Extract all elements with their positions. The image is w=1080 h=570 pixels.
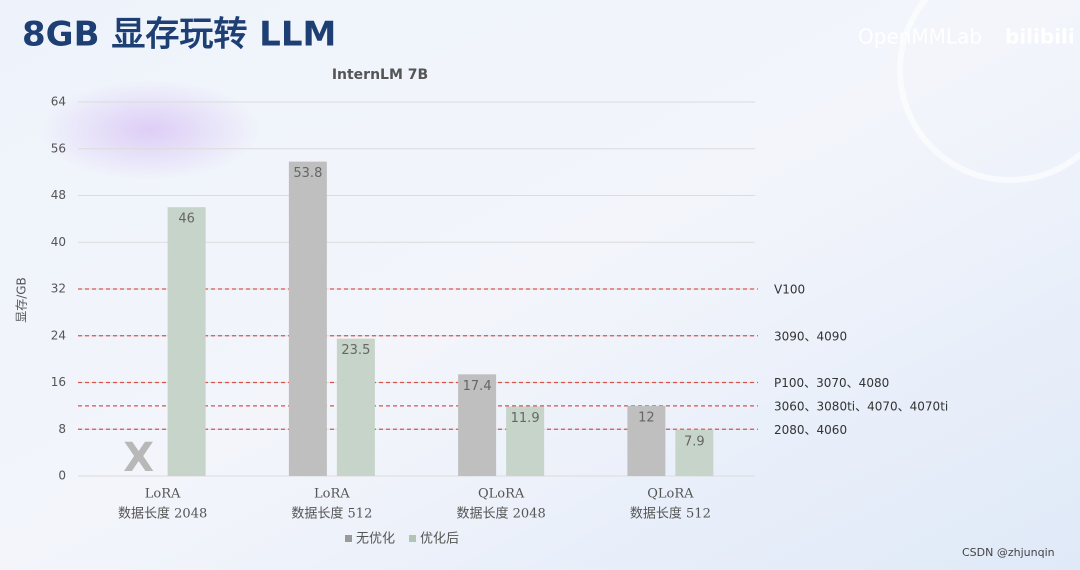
reference-label: 3090、4090 [774,329,847,343]
value-label: 17.4 [463,379,492,394]
value-label: 53.8 [293,166,322,181]
value-label: 7.9 [684,434,705,449]
decoration [897,0,1080,183]
slide-title: 8GB 显存玩转 LLM [22,15,336,55]
bar [458,374,497,476]
reference-label: V100 [774,283,805,297]
value-label: 46 [178,212,195,227]
y-tick-label: 0 [58,469,66,483]
value-label: 12 [638,410,655,425]
reference-label: P100、3070、4080 [774,376,889,390]
x-tick-label: QLoRA [647,487,694,502]
bar [675,429,714,476]
decoration [40,80,260,180]
x-tick-label: QLoRA [478,487,525,502]
chart-title: InternLM 7B [332,67,428,83]
bar [288,161,327,476]
x-tick-label: 数据长度 2048 [457,506,546,522]
y-tick-label: 40 [51,235,66,249]
y-tick-label: 24 [51,328,66,342]
y-tick-label: 64 [51,95,66,109]
x-tick-label: 数据长度 512 [291,506,372,522]
x-tick-label: 数据长度 512 [630,506,711,522]
legend-swatch [409,535,417,542]
reference-label: 3060、3080ti、4070、4070ti [774,399,948,413]
y-tick-label: 8 [58,422,66,436]
y-axis-label: 显存/GB [15,277,29,323]
watermark: OpenMMLab [858,25,982,49]
missing-marker: X [123,435,154,481]
x-tick-label: LoRA [145,487,181,502]
y-tick-label: 56 [51,141,66,155]
bar [167,207,206,476]
value-label: 23.5 [341,343,370,358]
value-label: 11.9 [511,411,540,426]
y-tick-label: 16 [51,375,66,389]
x-tick-label: LoRA [314,487,350,502]
credit: CSDN @zhjunqin [962,546,1055,559]
reference-label: 2080、4060 [774,423,847,437]
logo: bilibili [1005,25,1075,49]
y-tick-label: 32 [51,282,66,296]
legend-swatch [345,535,352,542]
legend-label: 无优化 [356,532,395,547]
y-tick-label: 48 [51,188,66,202]
bar [336,338,375,476]
x-tick-label: 数据长度 2048 [118,506,207,522]
bar [506,406,545,476]
bar [627,405,666,476]
legend-label: 优化后 [420,532,459,547]
